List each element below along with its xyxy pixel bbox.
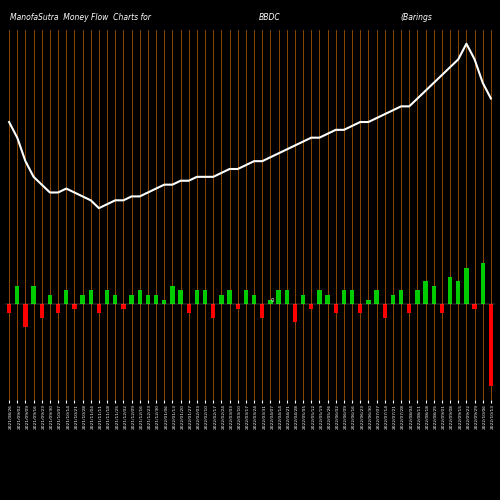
Text: (Barings: (Barings (400, 12, 432, 22)
Bar (407, 304, 412, 313)
Bar (448, 276, 452, 304)
Bar (317, 290, 322, 304)
Bar (390, 295, 395, 304)
Bar (342, 290, 346, 304)
Bar (186, 304, 191, 313)
Bar (40, 304, 44, 318)
Bar (350, 290, 354, 304)
Text: BBDC: BBDC (259, 12, 281, 22)
Bar (138, 290, 142, 304)
Bar (268, 300, 272, 304)
Bar (366, 300, 370, 304)
Bar (301, 295, 306, 304)
Bar (334, 304, 338, 313)
Bar (488, 304, 493, 386)
Bar (48, 295, 52, 304)
Bar (292, 304, 297, 322)
Bar (284, 290, 289, 304)
Bar (154, 295, 158, 304)
Bar (219, 295, 224, 304)
Bar (480, 263, 485, 304)
Bar (170, 286, 174, 304)
Bar (399, 290, 404, 304)
Bar (472, 304, 477, 308)
Bar (113, 295, 117, 304)
Bar (23, 304, 28, 327)
Bar (121, 304, 126, 308)
Bar (178, 290, 183, 304)
Bar (56, 304, 60, 313)
Bar (244, 290, 248, 304)
Bar (464, 268, 468, 304)
Bar (64, 290, 68, 304)
Bar (432, 286, 436, 304)
Bar (374, 290, 379, 304)
Text: ManofaSutra  Money Flow  Charts for: ManofaSutra Money Flow Charts for (10, 12, 151, 22)
Bar (96, 304, 101, 313)
Bar (146, 295, 150, 304)
Bar (130, 295, 134, 304)
Bar (15, 286, 20, 304)
Bar (236, 304, 240, 308)
Bar (162, 300, 166, 304)
Bar (456, 281, 460, 304)
Bar (80, 295, 85, 304)
Bar (309, 304, 314, 308)
Bar (194, 290, 199, 304)
Bar (211, 304, 216, 318)
Bar (276, 290, 281, 304)
Bar (32, 286, 36, 304)
Bar (7, 304, 12, 313)
Bar (72, 304, 76, 308)
Bar (88, 290, 93, 304)
Bar (424, 281, 428, 304)
Bar (260, 304, 264, 318)
Bar (252, 295, 256, 304)
Bar (415, 290, 420, 304)
Bar (105, 290, 110, 304)
Text: 0: 0 (270, 298, 274, 302)
Bar (203, 290, 207, 304)
Bar (382, 304, 387, 318)
Bar (358, 304, 362, 313)
Bar (228, 290, 232, 304)
Bar (326, 295, 330, 304)
Bar (440, 304, 444, 313)
